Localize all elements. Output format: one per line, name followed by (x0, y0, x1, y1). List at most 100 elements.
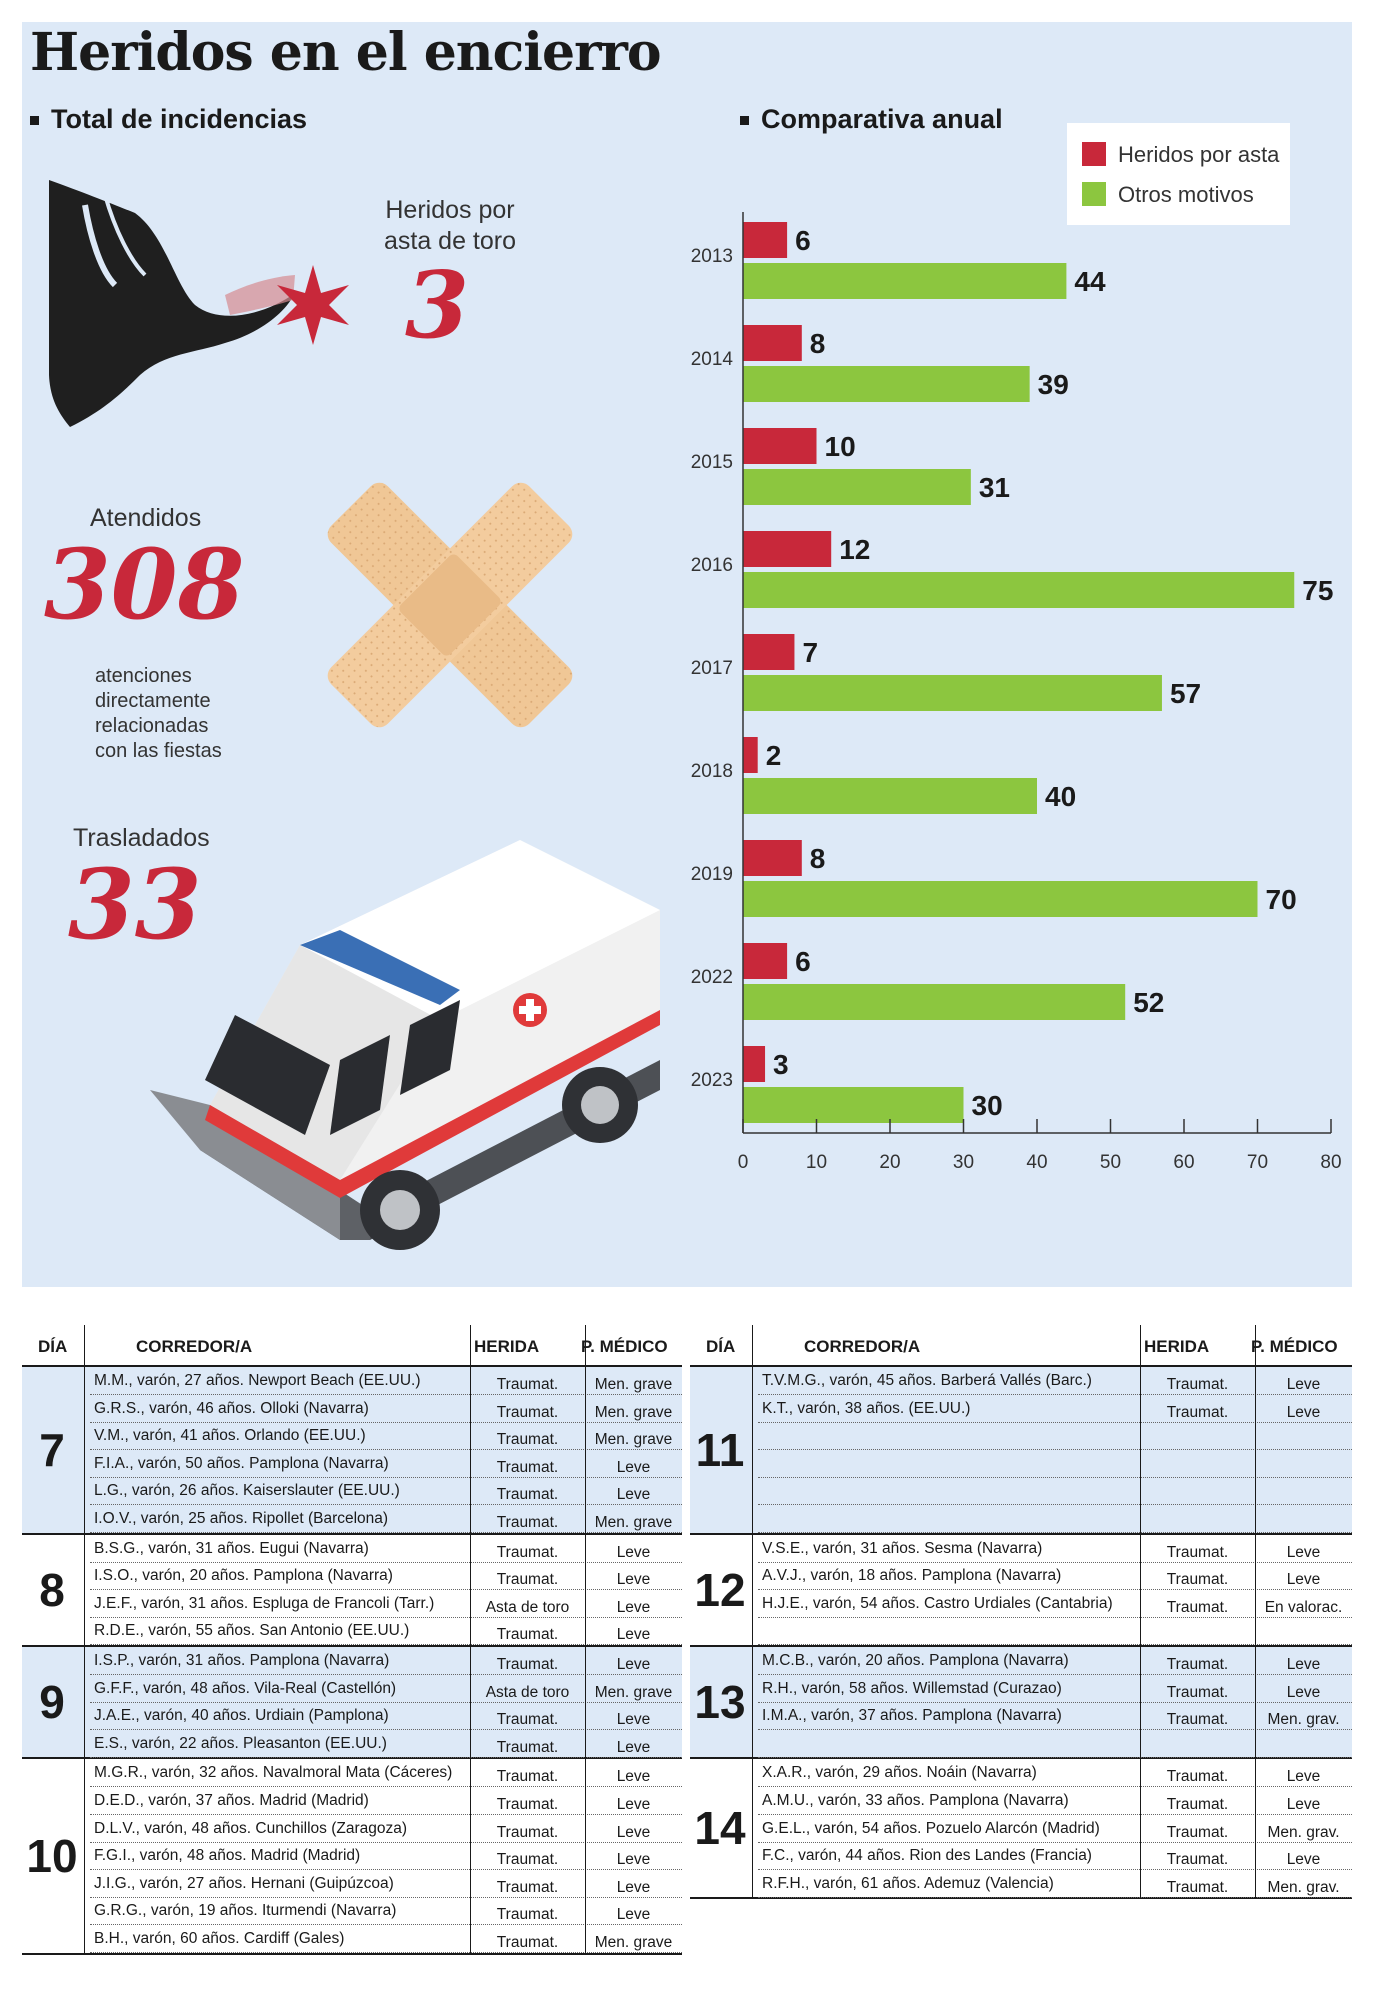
bar-value-label: 44 (1074, 266, 1106, 297)
prognosis-cell: Leve (1286, 1543, 1321, 1561)
prognosis-cell: Leve (616, 1711, 651, 1729)
table-row: G.R.S., varón, 46 años. Olloki (Navarra)… (90, 1395, 682, 1423)
injury-cell: Traumat. (1166, 1571, 1229, 1589)
trasladados-value: 33 (68, 848, 202, 961)
table-row: R.F.H., varón, 61 años. Ademuz (Valencia… (758, 1870, 1352, 1898)
annual-comparison-chart: Heridos por asta Otros motivos 201364420… (691, 123, 1342, 1173)
injury-cell: Traumat. (1166, 1878, 1229, 1896)
prognosis-cell: Leve (1286, 1795, 1321, 1813)
bar-asta (743, 222, 788, 258)
injury-cell: Traumat. (496, 1571, 559, 1589)
table-row: D.E.D., varón, 37 años. Madrid (Madrid) T… (90, 1787, 682, 1815)
day-group: 13 M.C.B., varón, 20 años. Pamplona (Nava… (690, 1647, 1352, 1760)
runner-cell: T.V.M.G., varón, 45 años. Barberá Vallés… (762, 1372, 1092, 1389)
prognosis-cell: Leve (616, 1851, 651, 1869)
runner-cell: A.V.J., varón, 18 años. Pamplona (Navarr… (762, 1567, 1062, 1585)
injury-cell: Asta de toro (485, 1683, 570, 1701)
atendidos-label: Atendidos (90, 504, 202, 532)
injury-cell: Traumat. (1166, 1683, 1229, 1701)
x-tick-label: 40 (1026, 1152, 1047, 1173)
bar-asta (743, 943, 788, 979)
bar-otros (743, 778, 1037, 814)
prognosis-cell: Leve (616, 1598, 651, 1616)
table-row: L.G., varón, 26 años. Kaiserslauter (EE.… (90, 1477, 682, 1506)
runner-cell: H.J.E., varón, 54 años. Castro Urdiales … (762, 1594, 1113, 1612)
prognosis-cell: Leve (616, 1906, 651, 1924)
prognosis-cell: Men. grav. (1267, 1711, 1340, 1729)
table-row: I.M.A., varón, 37 años. Pamplona (Navarr… (758, 1702, 1352, 1731)
runner-cell: J.E.F., varón, 31 años. Espluga de Franc… (94, 1594, 435, 1612)
day-group: 14 X.A.R., varón, 29 años. Noáin (Navarra… (690, 1759, 1352, 1900)
day-number: 10 (26, 1829, 78, 1882)
prognosis-cell: Leve (1286, 1403, 1321, 1421)
header-herida: HERIDA (1144, 1337, 1210, 1356)
runner-cell: V.S.E., varón, 31 años. Sesma (Navarra) (762, 1539, 1043, 1557)
section-comparativa-heading: Comparativa anual (740, 104, 1003, 135)
table-row: M.G.R., varón, 32 años. Navalmoral Mata … (90, 1759, 682, 1788)
section-total-heading: Total de incidencias (30, 104, 307, 135)
injury-cell: Traumat. (496, 1543, 559, 1561)
runner-cell: M.C.B., varón, 20 años. Pamplona (Navarr… (762, 1652, 1069, 1669)
runner-cell: A.M.U., varón, 33 años. Pamplona (Navarr… (762, 1791, 1069, 1809)
legend-swatch-asta (1082, 142, 1106, 166)
bar-value-label: 7 (802, 637, 818, 668)
atendidos-value: 308 (44, 528, 245, 641)
table-row (758, 1422, 1352, 1451)
prognosis-cell: Leve (1286, 1571, 1321, 1589)
bar-value-label: 52 (1133, 987, 1164, 1018)
bar-otros (743, 675, 1162, 711)
injury-cell: Traumat. (496, 1878, 559, 1896)
table-row: B.S.G., varón, 31 años. Eugui (Navarra) T… (90, 1535, 682, 1563)
bar-asta (743, 840, 802, 876)
bar-value-label: 8 (810, 843, 826, 874)
injury-cell: Traumat. (496, 1656, 559, 1673)
table-row: A.V.J., varón, 18 años. Pamplona (Navarr… (758, 1562, 1352, 1591)
table-row: I.S.O., varón, 20 años. Pamplona (Navarr… (90, 1562, 682, 1591)
runner-cell: I.M.A., varón, 37 años. Pamplona (Navarr… (762, 1707, 1062, 1725)
column-divider (84, 1325, 85, 1955)
x-tick-label: 30 (953, 1152, 974, 1173)
injury-cell: Traumat. (496, 1626, 559, 1644)
column-divider (752, 1325, 753, 1900)
table-header: DÍA CORREDOR/A HERIDA P. MÉDICO (690, 1325, 1352, 1367)
bar-value-label: 6 (795, 946, 811, 977)
table-row: F.C., varón, 44 años. Rion des Landes (F… (758, 1842, 1352, 1871)
table-row: V.M., varón, 41 años. Orlando (EE.UU.) Tr… (90, 1422, 682, 1451)
year-label: 2015 (691, 452, 733, 473)
injury-cell: Traumat. (1166, 1795, 1229, 1813)
table-row (758, 1505, 1352, 1533)
injury-cell: Traumat. (496, 1711, 559, 1729)
runner-cell: B.H., varón, 60 años. Cardiff (Gales) (94, 1929, 345, 1947)
prognosis-cell: Leve (616, 1458, 651, 1476)
year-label: 2022 (691, 967, 733, 988)
column-divider (1140, 1325, 1141, 1900)
runner-cell: R.D.E., varón, 55 años. San Antonio (EE.… (94, 1622, 410, 1640)
prognosis-cell: Men. grav. (1267, 1823, 1340, 1841)
day-number: 13 (694, 1676, 746, 1729)
day-group: 7 M.M., varón, 27 años. Newport Beach (EE… (22, 1367, 682, 1535)
prognosis-cell: Leve (616, 1738, 651, 1756)
table-row: B.H., varón, 60 años. Cardiff (Gales) Tra… (90, 1925, 682, 1953)
column-divider (585, 1325, 586, 1955)
table-row: F.I.A., varón, 50 años. Pamplona (Navarr… (90, 1450, 682, 1478)
injury-cell: Traumat. (496, 1376, 559, 1393)
x-tick-label: 50 (1100, 1152, 1121, 1173)
runner-cell: G.R.S., varón, 46 años. Olloki (Navarra) (94, 1399, 369, 1417)
header-medico: P. MÉDICO (581, 1337, 668, 1356)
injury-cell: Traumat. (1166, 1376, 1229, 1393)
table-row: E.S., varón, 22 años. Pleasanton (EE.UU.… (90, 1730, 682, 1758)
injury-cell: Traumat. (1166, 1656, 1229, 1673)
injury-cell: Traumat. (1166, 1598, 1229, 1616)
injury-cell: Traumat. (1166, 1403, 1229, 1421)
prognosis-cell: Leve (616, 1543, 651, 1561)
day-group: 8 B.S.G., varón, 31 años. Eugui (Navarra)… (22, 1535, 682, 1647)
prognosis-cell: Men. grave (594, 1403, 673, 1421)
bar-value-label: 31 (979, 472, 1010, 503)
year-label: 2019 (691, 864, 733, 885)
prognosis-cell: Leve (1286, 1768, 1321, 1786)
table-row: I.O.V., varón, 25 años. Ripollet (Barcel… (90, 1505, 682, 1533)
runner-cell: M.G.R., varón, 32 años. Navalmoral Mata … (94, 1764, 453, 1782)
bar-value-label: 57 (1170, 678, 1201, 709)
chart-x-axis: 0 10 20 30 40 50 60 70 80 (738, 212, 1342, 1173)
day-group: 12 V.S.E., varón, 31 años. Sesma (Navarra… (690, 1535, 1352, 1647)
